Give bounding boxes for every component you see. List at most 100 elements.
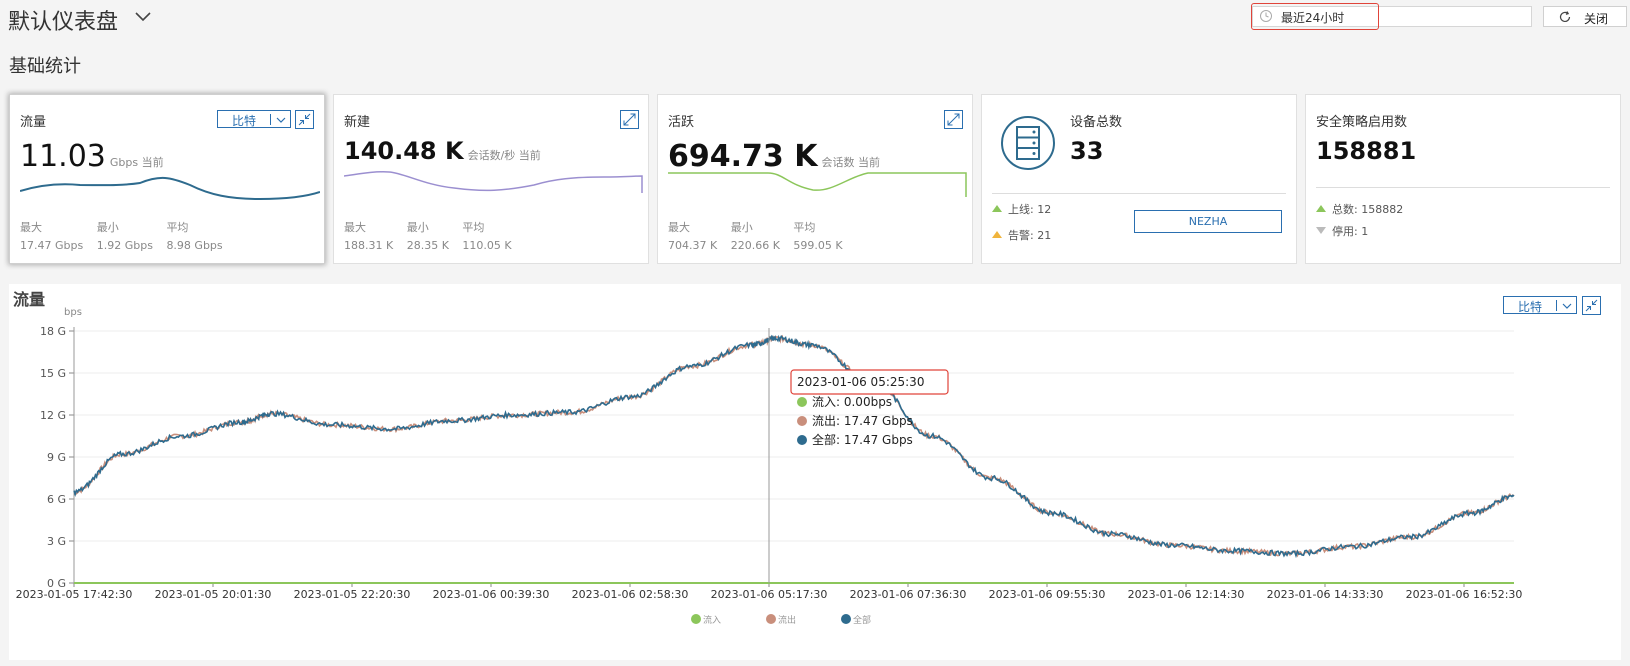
collapse-button[interactable] xyxy=(1582,296,1601,315)
stat-value: 8.98 Gbps xyxy=(166,239,223,252)
stat-max: 最大 17.47 Gbps xyxy=(20,219,83,255)
legend-label: 流入 xyxy=(703,614,721,626)
tooltip-time-box xyxy=(790,369,949,395)
stat-value: 110.05 K xyxy=(462,239,512,252)
stat-label: 平均 xyxy=(166,221,189,234)
active-sessions-card[interactable]: 活跃 694.73 K 会话数 当前 最大 704.37 K 最小 220.66 K … xyxy=(657,94,973,264)
traffic-line-chart[interactable]: bps 0 G 3 G 6 G 9 G 12 G 15 G 18 G 2023-01-05 17… xyxy=(9,284,1621,660)
y-tick-label: 18 G xyxy=(40,325,66,338)
card-title: 设备总数 xyxy=(1070,115,1123,130)
server-icon xyxy=(1001,116,1055,170)
policy-disabled-value: 停用: 1 xyxy=(1332,225,1369,238)
legend-label: 流出 xyxy=(778,614,796,626)
x-tick-label: 2023-01-06 16:52:30 xyxy=(1406,588,1523,601)
stat-max: 最大 704.37 K xyxy=(668,219,717,255)
stat-label: 最小 xyxy=(730,221,753,234)
new-sessions-sparkline xyxy=(344,171,643,193)
stat-label: 平均 xyxy=(462,221,485,234)
time-range-value: 最近24小时 xyxy=(1281,11,1345,25)
policy-total: 总数: 158882 xyxy=(1316,201,1403,217)
expand-icon xyxy=(947,113,960,126)
online-count: 上线: 12 xyxy=(1008,203,1052,216)
security-policy-card[interactable]: 安全策略启用数 158881 总数: 158882 停用: 1 xyxy=(1305,94,1621,264)
stat-label: 最小 xyxy=(406,221,429,234)
section-title: 基础统计 xyxy=(9,56,81,77)
y-tick-label: 3 G xyxy=(47,535,66,548)
expand-icon xyxy=(623,113,636,126)
card-title: 流量 xyxy=(20,115,47,130)
stat-min: 最小 28.35 K xyxy=(407,219,449,255)
stat-min: 最小 220.66 K xyxy=(731,219,780,255)
current-value: 694.73 K 会话数 当前 xyxy=(668,139,880,174)
chart-title: 流量 xyxy=(13,290,46,309)
expand-button[interactable] xyxy=(620,110,639,129)
device-count: 33 xyxy=(1070,137,1104,165)
collapse-icon xyxy=(1585,299,1598,312)
current-value-number: 11.03 xyxy=(20,139,106,174)
tooltip-dot xyxy=(797,397,807,407)
unit-select[interactable]: 比特 xyxy=(217,110,291,128)
y-tick-label: 6 G xyxy=(47,493,66,506)
current-value-number: 140.48 K xyxy=(344,137,464,165)
stat-avg: 平均 8.98 Gbps xyxy=(166,219,222,255)
nezha-button[interactable]: NEZHA xyxy=(1134,210,1282,233)
card-stats: 最大 188.31 K 最小 28.35 K 平均 110.05 K xyxy=(344,219,522,255)
stat-value: 17.47 Gbps xyxy=(20,239,84,252)
card-divider xyxy=(1316,187,1610,188)
close-button[interactable]: 关闭 xyxy=(1543,6,1627,27)
device-total-card[interactable]: 设备总数 33 上线: 12 告警: 21 NEZHA xyxy=(981,94,1297,264)
y-axis-unit: bps xyxy=(64,307,82,318)
chevron-down-icon[interactable] xyxy=(134,8,152,26)
time-range-picker[interactable]: 最近24小时 xyxy=(1252,6,1532,27)
tooltip-dot xyxy=(797,416,807,426)
stat-value: 704.37 K xyxy=(668,239,718,252)
y-tick-label: 12 G xyxy=(40,409,66,422)
policy-disabled: 停用: 1 xyxy=(1316,223,1368,239)
collapse-button[interactable] xyxy=(295,110,314,129)
current-value-unit: Gbps 当前 xyxy=(109,156,164,169)
card-title: 安全策略启用数 xyxy=(1316,115,1408,130)
tooltip-row: 流入: 0.00bps xyxy=(812,395,892,409)
legend-dot xyxy=(691,614,701,624)
close-button-label: 关闭 xyxy=(1584,12,1609,26)
card-divider xyxy=(992,193,1286,194)
unit-select[interactable]: 比特 xyxy=(1503,296,1577,314)
tooltip-row: 全部: 17.47 Gbps xyxy=(812,432,913,447)
current-value-number: 694.73 K xyxy=(668,139,818,174)
stat-value: 220.66 K xyxy=(730,239,780,252)
tooltip-dot xyxy=(797,435,807,445)
stat-avg: 平均 599.05 K xyxy=(793,219,842,255)
stat-value: 28.35 K xyxy=(406,239,449,252)
x-tick-label: 2023-01-05 17:42:30 xyxy=(16,588,133,601)
tooltip-row: 流出: 17.47 Gbps xyxy=(812,414,913,428)
current-value-unit: 会话数/秒 当前 xyxy=(467,149,541,162)
top-bar: 默认仪表盘 最近24小时 关闭 xyxy=(0,0,1630,44)
x-tick-label: 2023-01-06 07:36:30 xyxy=(850,588,967,601)
active-sessions-sparkline xyxy=(668,172,967,197)
expand-button[interactable] xyxy=(944,110,963,129)
traffic-card[interactable]: 流量 比特 11.03 Gbps 当前 最大 17.47 Gbps 最小 1.92 G… xyxy=(9,94,325,264)
current-value-unit: 会话数 当前 xyxy=(821,156,880,169)
current-value: 140.48 K 会话数/秒 当前 xyxy=(344,137,541,165)
online-status: 上线: 12 xyxy=(992,201,1051,217)
traffic-sparkline xyxy=(20,177,320,201)
new-sessions-card[interactable]: 新建 140.48 K 会话数/秒 当前 最大 188.31 K 最小 28.35 K… xyxy=(333,94,649,264)
legend-dot xyxy=(841,614,851,624)
down-triangle-icon xyxy=(1316,227,1326,234)
stat-value: 1.92 Gbps xyxy=(96,239,153,252)
y-tick-label: 0 G xyxy=(47,577,66,590)
stat-max: 最大 188.31 K xyxy=(344,219,393,255)
refresh-icon xyxy=(1559,11,1571,23)
x-tick-label: 2023-01-06 14:33:30 xyxy=(1267,588,1384,601)
dashboard-title[interactable]: 默认仪表盘 xyxy=(8,10,119,35)
chevron-down-icon xyxy=(276,117,286,123)
x-tick-label: 2023-01-05 20:01:30 xyxy=(155,588,272,601)
stat-label: 最小 xyxy=(96,221,119,234)
collapse-icon xyxy=(298,113,311,126)
alarm-count: 告警: 21 xyxy=(1008,229,1052,242)
series-line-全部 xyxy=(73,334,1515,559)
stat-label: 最大 xyxy=(344,221,366,234)
card-stats: 最大 17.47 Gbps 最小 1.92 Gbps 平均 8.98 Gbps xyxy=(20,219,233,255)
x-tick-label: 2023-01-05 22:20:30 xyxy=(294,588,411,601)
series-line-流出 xyxy=(73,334,1515,558)
